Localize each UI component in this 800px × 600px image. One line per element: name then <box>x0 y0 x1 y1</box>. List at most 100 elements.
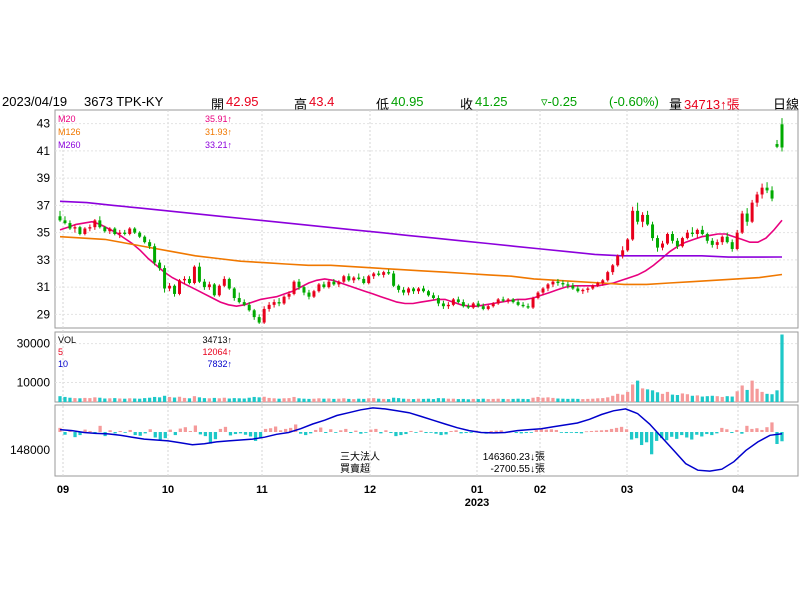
volume-bar <box>631 384 635 402</box>
volume-bar <box>745 389 749 402</box>
candle-body <box>158 262 162 269</box>
inst-net-bar <box>329 429 333 432</box>
volume-bar <box>496 398 500 402</box>
volume-bar <box>133 398 137 402</box>
inst-net-bar <box>344 428 348 432</box>
volume-bar <box>118 398 122 402</box>
candle-body <box>372 273 376 277</box>
candle-body <box>417 288 421 292</box>
candle-body <box>441 303 445 307</box>
candle-body <box>143 236 147 243</box>
inst-net-bar <box>464 432 468 434</box>
inst-net-bar <box>680 432 684 436</box>
open-value: 42.95 <box>226 94 259 109</box>
price-tick-label: 41 <box>37 144 51 158</box>
candle-body <box>705 233 709 241</box>
inst-net-bar <box>198 432 203 435</box>
inst-net-bar <box>549 429 553 432</box>
candle-body <box>601 280 605 284</box>
volume-bar <box>640 388 645 402</box>
inst-net-bar <box>133 432 137 436</box>
volume-bar <box>451 398 455 402</box>
volume-bar <box>167 396 172 402</box>
inst-net-bar <box>634 432 639 439</box>
change-percent: (-0.60%) <box>609 94 659 109</box>
inst-net-bar <box>765 427 769 432</box>
inst-net-bar <box>268 428 273 432</box>
candle-body <box>128 228 132 234</box>
volume-bar <box>143 398 147 402</box>
volume-bar <box>148 397 152 402</box>
volume-bar <box>616 393 620 402</box>
volume-bar <box>272 398 276 402</box>
inst-net-bar <box>289 427 293 432</box>
inst-net-bar <box>143 432 147 434</box>
volume-bar <box>312 398 316 402</box>
inst-net-bar <box>404 432 408 435</box>
inst-net-bar <box>299 432 303 434</box>
candle-body <box>337 281 341 285</box>
inst-net-bar <box>248 432 253 437</box>
inst-net-bar <box>544 429 548 432</box>
candle-body <box>651 224 655 239</box>
candle-body <box>690 232 694 234</box>
candle-body <box>197 266 201 282</box>
volume-bar <box>282 398 286 402</box>
candle-body <box>431 295 435 299</box>
inst-net-bar <box>660 432 664 439</box>
inst-net-bar <box>494 430 498 432</box>
inst-net-bar <box>309 432 313 434</box>
inst-net-bar <box>108 430 112 432</box>
volume-bar <box>626 391 630 402</box>
volume-bar <box>735 391 739 402</box>
candle-body <box>332 281 336 285</box>
inst-net-bar <box>730 432 734 434</box>
volume-bar <box>267 397 271 402</box>
volume-bar <box>367 398 371 402</box>
inst-net-bar <box>208 432 213 444</box>
volume-bar <box>207 398 211 402</box>
candle-body <box>720 236 724 243</box>
candle-body <box>262 308 266 323</box>
candle-body <box>526 306 530 308</box>
inst-net-bar <box>263 428 268 432</box>
inst-net-bar <box>419 430 423 432</box>
inst-net-bar <box>740 432 744 434</box>
volume-bar <box>327 398 331 402</box>
inst-net-bar <box>434 432 438 434</box>
inst-net-bar <box>569 432 574 433</box>
volume-bar <box>675 395 680 402</box>
volume-bar <box>292 396 296 402</box>
volume-bar <box>770 394 774 402</box>
volume-bar <box>232 398 236 402</box>
volume-bar <box>212 397 216 402</box>
candle-body <box>616 255 620 266</box>
inst-net-bar <box>574 432 579 434</box>
candle-body <box>656 238 660 248</box>
volume-bar <box>436 398 441 402</box>
inst-net-bar <box>624 429 629 432</box>
candle-body <box>168 285 172 289</box>
candle-body <box>272 302 276 305</box>
candle-body <box>68 223 72 229</box>
candle-body <box>481 306 485 309</box>
inst-net-bar <box>670 432 674 437</box>
candle-body <box>551 281 555 285</box>
candle-body <box>63 220 67 224</box>
candle-body <box>187 278 191 284</box>
inst-net-bar <box>584 431 589 433</box>
inst-net-bar <box>394 432 398 437</box>
volume-bar <box>98 397 102 402</box>
volume-bar <box>740 385 744 402</box>
ma-line-m126 <box>59 235 783 286</box>
price-tick-label: 35 <box>37 226 51 240</box>
volume-bar <box>357 398 361 402</box>
price-tick-label: 31 <box>37 280 51 294</box>
volume-bar <box>302 398 306 402</box>
volume-bar <box>571 398 575 402</box>
volume-bar <box>352 399 356 402</box>
candle-body <box>501 299 505 301</box>
candle-body <box>93 220 97 228</box>
volume-label: 量 <box>669 97 683 112</box>
